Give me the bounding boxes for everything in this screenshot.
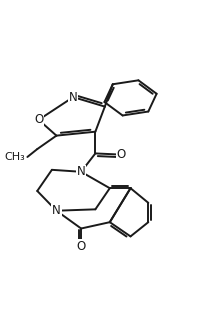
Text: N: N [76, 165, 85, 178]
Text: CH₃: CH₃ [5, 152, 25, 162]
Text: O: O [34, 113, 43, 126]
Text: N: N [69, 91, 77, 104]
Text: O: O [116, 148, 125, 161]
Text: O: O [76, 240, 85, 253]
Text: N: N [52, 204, 61, 217]
